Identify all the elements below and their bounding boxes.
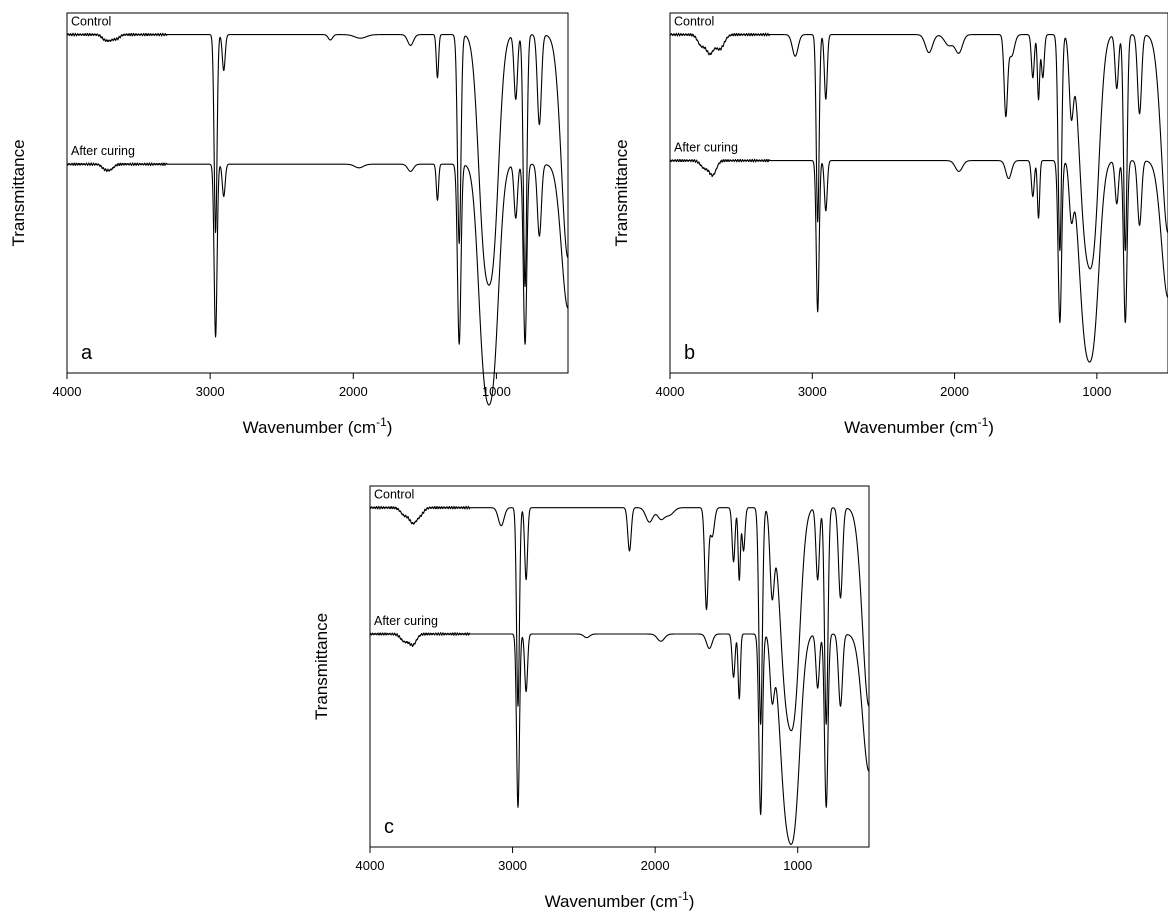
x-tick-label: 1000 bbox=[783, 858, 812, 873]
panel-letter: c bbox=[384, 816, 394, 838]
series-label: Control bbox=[374, 488, 414, 502]
series-label: Control bbox=[71, 15, 111, 29]
x-tick-label: 1000 bbox=[1082, 384, 1111, 399]
x-tick-label: 2000 bbox=[641, 858, 670, 873]
panel-b: 4000 3000 2000 1000 Wavenumber (cm-1) Transmi… bbox=[612, 12, 1168, 437]
panel-letter: a bbox=[81, 342, 93, 364]
series-line-control bbox=[369, 505, 870, 732]
x-tick-label: 1000 bbox=[482, 384, 511, 399]
series-label: After curing bbox=[374, 614, 438, 628]
series-line-after-curing bbox=[66, 162, 569, 406]
y-axis-title: Transmittance bbox=[612, 139, 631, 246]
panel-c: 4000 3000 2000 1000 Wavenumber (cm-1) Transmi… bbox=[312, 485, 870, 911]
series-label: After curing bbox=[674, 141, 738, 155]
x-tick-label: 4000 bbox=[356, 858, 385, 873]
x-tick-label: 4000 bbox=[656, 384, 685, 399]
x-tick-label: 3000 bbox=[798, 384, 827, 399]
series-label: After curing bbox=[71, 144, 135, 158]
x-axis-title: Wavenumber (cm-1) bbox=[545, 889, 695, 911]
plot-frame bbox=[66, 12, 569, 374]
series-label: Control bbox=[674, 15, 714, 29]
x-axis-title: Wavenumber (cm-1) bbox=[243, 415, 393, 437]
panel-a: 4000 3000 2000 1000 Wavenumber (cm-1) Transmi… bbox=[9, 12, 569, 437]
x-tick-label: 3000 bbox=[498, 858, 527, 873]
x-tick-label: 4000 bbox=[53, 384, 82, 399]
x-tick-label: 2000 bbox=[940, 384, 969, 399]
x-tick-label: 2000 bbox=[339, 384, 368, 399]
x-axis-title: Wavenumber (cm-1) bbox=[844, 415, 994, 437]
plot-frame bbox=[669, 12, 1168, 374]
series-line-after-curing bbox=[669, 158, 1168, 363]
plot-frame bbox=[369, 485, 870, 848]
series-line-after-curing bbox=[369, 632, 870, 845]
y-axis-title: Transmittance bbox=[9, 139, 28, 246]
y-axis-title: Transmittance bbox=[312, 613, 331, 720]
series-line-control bbox=[66, 32, 569, 288]
series-line-control bbox=[669, 32, 1168, 270]
panel-letter: b bbox=[684, 342, 695, 364]
x-tick-label: 3000 bbox=[196, 384, 225, 399]
